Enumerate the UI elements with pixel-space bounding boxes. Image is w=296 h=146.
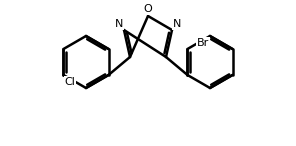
Text: N: N <box>173 19 181 29</box>
Text: O: O <box>144 5 152 14</box>
Text: N: N <box>115 19 123 29</box>
Text: Br: Br <box>197 38 209 48</box>
Text: Cl: Cl <box>65 77 75 87</box>
